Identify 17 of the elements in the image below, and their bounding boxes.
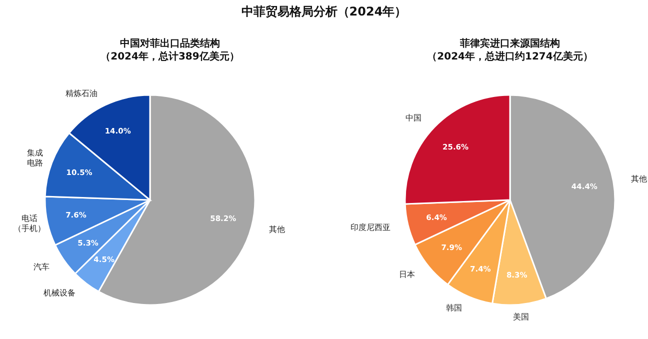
slice-label: 美国 [513, 312, 530, 322]
chart-title: 菲律宾进口来源国结构 [459, 38, 560, 50]
chart-title: 中国对菲出口品类结构 [120, 38, 220, 50]
text: 中菲贸易格局分析（2024年） [241, 4, 407, 18]
slice-label: 中国 [406, 114, 422, 123]
chart-subtitle: （2024年，总进口约1274亿美元） [427, 50, 593, 63]
slice-label: 韩国 [446, 303, 462, 312]
slice-label: 电话（手机） [14, 214, 46, 234]
slice-label: 精炼石油 [66, 88, 98, 98]
slice-label: 集成电路 [27, 148, 44, 168]
slice-label: 机械设备 [43, 288, 76, 298]
chart-subtitle: （2024年，总计389亿美元） [100, 50, 240, 63]
slice-label: 印度尼西亚 [350, 223, 391, 232]
slice-label: 其他 [268, 224, 285, 234]
slice-label: 其他 [630, 174, 647, 184]
slice-label: 日本 [399, 270, 416, 279]
slice-label: 汽车 [33, 262, 50, 272]
